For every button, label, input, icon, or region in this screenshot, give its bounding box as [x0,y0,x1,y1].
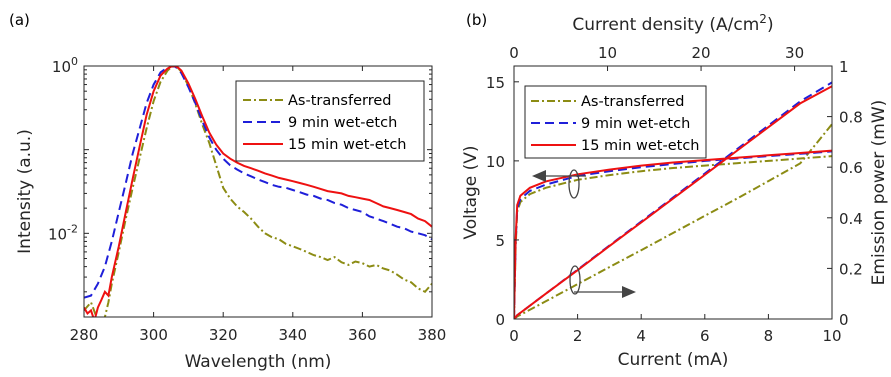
y-tick-label-a: 100 [52,55,78,76]
panel-label-b: (b) [466,11,487,29]
x-axis-label-a: Wavelength (nm) [185,352,332,372]
x-tick-label-a: 380 [418,326,447,344]
x-top-label-text: Current density (A/cm [572,15,759,35]
y-tick-label-b: 0 [495,311,505,329]
legend-b: As-transferred 9 min wet-etch 15 min wet-e… [524,85,707,159]
y-right-tick-label-b: 0 [839,311,849,329]
y-tick-base: 10 [48,225,67,243]
x-tick-label-a: 360 [348,326,377,344]
x-top-label-close: ) [767,15,774,35]
legend-entry-b: 9 min wet-etch [581,116,690,132]
legend-a: As-transferred 9 min wet-etch 15 min wet-e… [235,80,425,162]
y-right-tick-label-b: 0.4 [839,210,863,228]
x-tick-label-b: 4 [636,327,646,345]
x-tick-label-b: 0 [509,327,519,345]
y-axis-label-a: Intensity (a.u.) [15,129,35,254]
legend-box-a [235,80,425,162]
x-top-tick-label-b: 30 [785,44,804,62]
y-tick-exp: 0 [71,55,78,68]
x-top-tick-label-b: 20 [692,44,711,62]
axis-indicator-annotations [532,169,636,298]
series-line-a-1 [84,66,432,299]
y-tick-label-b: 5 [495,232,505,250]
x-tick-label-b: 6 [700,327,710,345]
voltage-line-2 [514,149,832,319]
y-axis-label-b-right: Emission power (mW) [869,100,889,286]
x-tick-label-a: 340 [278,326,307,344]
voltage-curve-marker [568,169,580,199]
x-tick-label-a: 320 [209,326,238,344]
legend-entry-a: 15 min wet-etch [288,137,406,153]
x-top-axis-label-b: Current density (A/cm2) [572,12,773,35]
left-arrow-icon [532,170,546,182]
power-line-2 [514,85,832,319]
x-tick-label-b: 8 [764,327,774,345]
power-line-0 [514,123,832,319]
x-top-tick-label-b: 0 [509,44,519,62]
series-line-a-2 [84,66,432,317]
x-top-label-sup: 2 [759,12,767,26]
y-tick-base: 10 [52,58,71,76]
x-tick-label-b: 2 [573,327,583,345]
y-tick-exp: -2 [67,222,78,235]
y-right-tick-label-b: 1 [839,58,849,76]
x-axis-label-b: Current (mA) [618,350,729,370]
legend-entry-a: As-transferred [288,93,391,109]
power-curve-marker [569,265,581,295]
y-right-tick-label-b: 0.2 [839,260,863,278]
right-arrow-icon [622,286,636,298]
legend-entry-b: 15 min wet-etch [581,138,699,154]
x-top-tick-label-b: 10 [598,44,617,62]
x-tick-label-b: 10 [822,327,841,345]
y-right-tick-label-b: 0.6 [839,159,863,177]
y-right-tick-label-b: 0.8 [839,109,863,127]
y-tick-label-b: 15 [486,74,505,92]
panel-b-plot: 0 2 4 6 8 100 10 20 3005101500.20.40.60.81Curren… [461,12,889,370]
voltage-line-0 [514,155,832,319]
x-tick-label-a: 280 [70,326,99,344]
y-tick-label-b: 10 [486,153,505,171]
legend-entry-a: 9 min wet-etch [288,115,397,131]
series-line-a-0 [84,66,432,317]
y-axis-label-b: Voltage (V) [461,145,481,239]
axes-frame-a [83,65,433,318]
x-tick-label-a: 300 [139,326,168,344]
legend-entry-b: As-transferred [581,94,684,110]
panel-label-a: (a) [9,11,30,29]
axes-frame-b [513,65,833,320]
y-tick-label-a: 10-2 [48,222,78,243]
